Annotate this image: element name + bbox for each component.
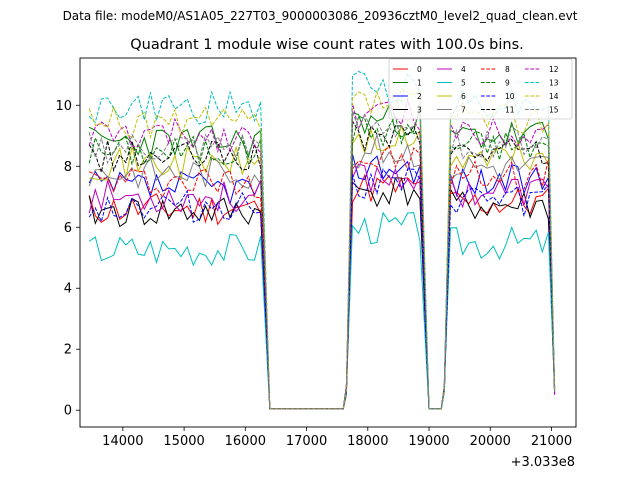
series-line-7 (88, 132, 556, 410)
series-line-5 (88, 211, 556, 410)
series-line-15 (88, 110, 556, 410)
legend-label-4: 4 (461, 65, 466, 74)
chart-title: Quadrant 1 module wise count rates with … (130, 37, 524, 53)
x-axis: 14000 15000 16000 17000 18000 19000 20000 21000 (102, 427, 572, 449)
legend-label-13: 13 (549, 78, 559, 87)
series-line-0 (88, 173, 556, 410)
legend-label-12: 12 (549, 65, 559, 74)
plot-area (79, 57, 577, 428)
legend-label-7: 7 (461, 105, 466, 114)
series-line-10 (88, 168, 556, 410)
legend-label-11: 11 (505, 105, 515, 114)
x-tick-label: 14000 (102, 434, 143, 449)
x-tick-label: 19000 (408, 434, 449, 449)
legend-label-10: 10 (505, 92, 515, 101)
y-tick-label: 10 (55, 99, 72, 114)
y-tick-label: 8 (64, 160, 72, 175)
x-tick-label: 15000 (163, 434, 204, 449)
legend-label-2: 2 (417, 92, 422, 101)
series-line-9 (88, 115, 556, 410)
legend-label-6: 6 (461, 92, 466, 101)
legend-label-1: 1 (417, 78, 422, 87)
y-tick-label: 2 (64, 343, 72, 358)
legend-label-9: 9 (505, 78, 510, 87)
x-tick-label: 16000 (225, 434, 266, 449)
legend-label-14: 14 (549, 92, 559, 101)
legend-label-15: 15 (549, 105, 559, 114)
legend-label-5: 5 (461, 78, 466, 87)
legend-label-3: 3 (417, 105, 422, 114)
series-line-8 (88, 145, 556, 410)
legend-label-0: 0 (417, 65, 422, 74)
x-tick-label: 18000 (347, 434, 388, 449)
x-tick-label: 21000 (531, 434, 572, 449)
y-tick-label: 4 (64, 282, 72, 297)
figure-suptitle: Data file: modeM0/AS1A05_227T03_90000030… (63, 9, 578, 23)
series-line-14 (88, 88, 556, 410)
legend-label-8: 8 (505, 65, 510, 74)
axes-frame (79, 57, 577, 428)
x-offset-label: +3.033e8 (511, 455, 575, 470)
x-tick-label: 17000 (286, 434, 327, 449)
legend-frame (388, 58, 573, 120)
y-axis: 0 2 4 6 8 10 (55, 99, 80, 419)
y-tick-label: 6 (64, 221, 72, 236)
x-tick-label: 20000 (470, 434, 511, 449)
y-tick-label: 0 (64, 404, 72, 419)
